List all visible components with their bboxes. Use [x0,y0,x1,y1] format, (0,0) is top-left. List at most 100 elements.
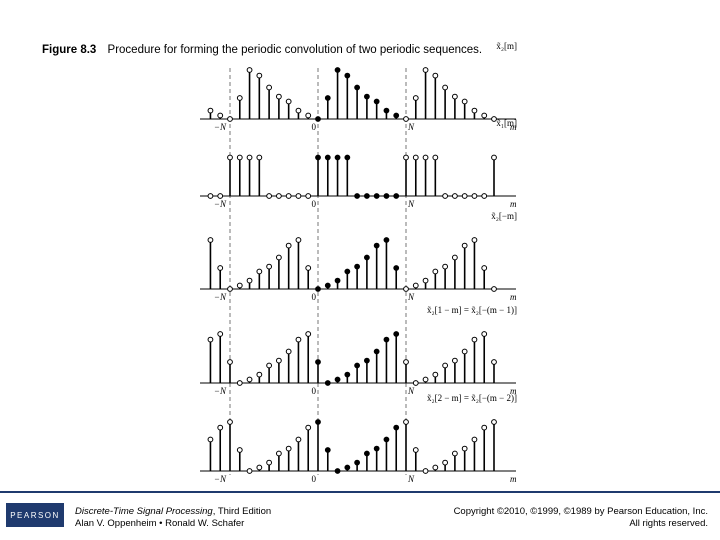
sample-3--8-marker [236,380,243,386]
sample-1--9-marker [227,154,233,161]
sample-0-0-marker [315,116,321,122]
tick-label-n: N [407,386,415,396]
sample-2--8-marker [236,282,243,289]
tick-label-minus-n: −N [214,474,227,484]
sample-4-14-marker [451,450,458,457]
sample-0--4-marker [275,93,282,100]
sample-3--2-marker [295,336,302,343]
sample-0-16-marker [471,107,478,114]
sample-4--8-marker [236,447,243,453]
sample-0--7-marker [246,67,253,73]
sample-1-5-marker [363,193,370,199]
sample-3-15-marker [461,348,468,355]
book-edition: , Third Edition [212,506,272,517]
sample-4-0-marker [315,419,321,425]
tick-label-zero: 0 [312,199,317,209]
sample-1--3-marker [285,193,292,199]
sample-0-9-marker [403,116,409,122]
sample-4-7-marker [383,436,390,443]
sample-2-10-marker [412,282,419,289]
panel-label: x̃₂[2 − m] = x̃₂[−(m − 2)] [427,393,517,403]
sample-3-1-marker [324,380,331,386]
sample-0-13-marker [442,84,449,91]
sample-4-4-marker [354,459,361,466]
tick-label-n: N [407,474,415,484]
axis-label-m: m [510,122,517,132]
sample-2--11-marker [207,237,214,243]
sample-2-18-marker [491,286,497,292]
sample-4-10-marker [412,447,419,453]
sample-0-2-marker [334,67,341,73]
tick-label-minus-n: −N [214,386,227,396]
sample-0--1-marker [305,112,312,119]
sample-4--6-marker [256,464,263,471]
sample-2--10-marker [217,265,224,271]
sample-3-13-marker [442,362,449,369]
axis-label-m: m [510,199,517,209]
sample-0-4-marker [354,84,361,91]
panel-label: x̃₂[m] [496,41,517,51]
sample-3-11-marker [422,376,429,383]
sample-1-0-marker [315,154,321,161]
sample-0-5-marker [363,93,370,100]
sample-0-12-marker [432,72,439,79]
sample-0--3-marker [285,98,292,105]
sample-2--3-marker [285,242,292,249]
sample-4--1-marker [305,424,312,431]
sample-3--1-marker [305,331,312,337]
tick-label-zero: 0 [312,292,317,302]
sample-4--5-marker [266,459,273,466]
sample-1--7-marker [246,154,253,161]
sample-2-15-marker [461,242,468,249]
sample-1-8-marker [393,193,400,199]
sample-2--5-marker [266,263,273,270]
sample-3-18-marker [491,359,497,365]
sample-3-8-marker [393,331,400,337]
sample-3-9-marker [403,359,409,365]
figure-caption-text: Procedure for forming the periodic convo… [107,44,483,56]
tick-label-zero: 0 [312,474,317,484]
sample-2--2-marker [295,237,302,243]
sample-4-6-marker [373,445,380,452]
sample-4-9-marker [403,419,409,425]
sample-0--6-marker [256,72,263,79]
sample-2-3-marker [344,268,351,275]
sample-2-11-marker [422,277,429,284]
sample-3--9-marker [227,359,233,365]
sample-1-1-marker [324,154,331,161]
axis-label-m: m [510,474,517,484]
tick-label-minus-n: −N [214,122,227,132]
book-authors: Alan V. Oppenheim • Ronald W. Schafer [75,518,245,529]
sample-3-14-marker [451,357,458,364]
copyright-text: Copyright ©2010, ©1999, ©1989 by Pearson… [453,506,708,517]
sample-2-9-marker [403,286,409,292]
sample-3--11-marker [207,336,214,343]
sample-2--7-marker [246,277,253,284]
sample-2--4-marker [275,254,282,261]
sample-3-7-marker [383,336,390,343]
sample-2-13-marker [442,263,449,270]
rights-text: All rights reserved. [629,518,708,529]
sample-3--3-marker [285,348,292,355]
axis-label-m: m [510,292,517,302]
sample-2-6-marker [373,242,380,249]
sample-0--5-marker [266,84,273,91]
sample-3-0-marker [315,359,321,365]
sample-0--10-marker [217,112,224,119]
sample-1--2-marker [295,193,302,199]
panel-label: x̃₁[m] [496,118,517,128]
sample-1-17-marker [481,193,488,199]
sample-1-11-marker [422,154,429,161]
sample-3--7-marker [246,376,253,383]
sample-1--11-marker [207,193,214,199]
sample-2-0-marker [315,286,321,292]
sample-3-5-marker [363,357,370,364]
sample-4--11-marker [207,436,214,443]
sample-4-2-marker [334,468,341,474]
sample-2--1-marker [305,265,312,271]
sample-2-17-marker [481,265,488,271]
sample-3-12-marker [432,371,439,378]
sample-1-6-marker [373,193,380,199]
tick-label-n: N [407,122,415,132]
sample-1-4-marker [354,193,361,199]
